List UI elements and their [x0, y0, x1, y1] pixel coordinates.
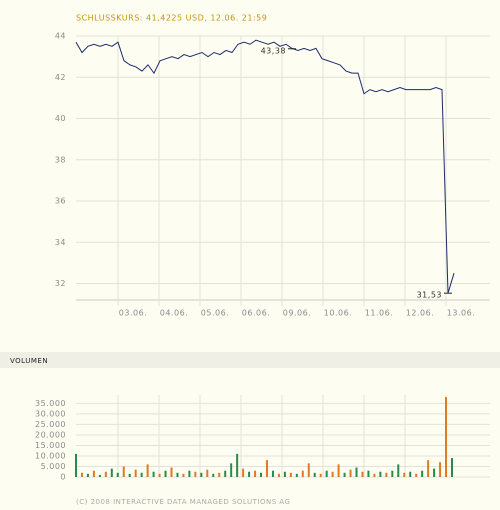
volume-bar — [236, 453, 239, 477]
volume-bar — [158, 473, 161, 477]
y-tick-label: 34 — [55, 238, 66, 247]
price-line — [75, 39, 455, 294]
y-tick-label: 15.000 — [35, 441, 66, 450]
volume-bar — [80, 472, 83, 477]
volume-bar — [265, 460, 268, 477]
volume-bar — [260, 472, 263, 477]
y-tick-label: 42 — [55, 73, 66, 82]
x-tick-label: 10.06. — [324, 309, 352, 318]
volume-bar — [355, 467, 358, 477]
volume-bar — [301, 470, 304, 477]
volume-bar — [439, 462, 442, 477]
volume-bar — [421, 470, 424, 477]
volume-bar — [92, 470, 95, 477]
volume-bar — [337, 464, 340, 477]
volume-bar — [170, 467, 173, 477]
volume-bar — [361, 471, 364, 477]
volume-bar — [86, 473, 89, 477]
volume-title: VOLUMEN — [10, 357, 48, 365]
volume-bar — [218, 472, 221, 477]
volume-bar — [307, 463, 310, 477]
volume-bar — [325, 470, 328, 477]
y-tick-label: 35.000 — [35, 399, 66, 408]
volume-bar — [391, 470, 394, 477]
volume-bar — [122, 466, 125, 477]
volume-bar — [98, 474, 101, 477]
volume-bar — [373, 473, 376, 477]
volume-bar — [194, 471, 197, 477]
volume-bar — [230, 463, 233, 477]
x-tick-label: 06.06. — [242, 309, 270, 318]
volume-bar — [164, 470, 167, 477]
chart-title: SCHLUSSKURS: 41,4225 USD, 12.06. 21:59 — [76, 14, 267, 23]
volume-bar — [182, 473, 185, 477]
volume-bar — [152, 471, 155, 477]
annotation-label: 31,53 — [417, 291, 442, 300]
volume-bar — [128, 473, 131, 477]
y-tick-label: 25.000 — [35, 420, 66, 429]
x-tick-label: 13.06. — [447, 309, 475, 318]
volume-bar — [146, 464, 149, 477]
volume-bar — [379, 471, 382, 477]
volume-bar — [224, 470, 227, 477]
volume-bar — [134, 469, 137, 477]
volume-bar — [397, 464, 400, 477]
volume-bar — [319, 473, 322, 477]
volume-bar — [343, 472, 346, 477]
volume-bar — [427, 460, 430, 477]
volume-bar — [206, 469, 209, 477]
volume-bar — [248, 471, 251, 477]
y-tick-label: 10.000 — [35, 451, 66, 460]
y-tick-label: 38 — [55, 155, 66, 164]
volume-bar — [212, 473, 215, 477]
volume-bar — [349, 469, 352, 477]
y-tick-label: 20.000 — [35, 430, 66, 439]
y-tick-label: 30.000 — [35, 409, 66, 418]
x-tick-label: 11.06. — [365, 309, 393, 318]
volume-bar — [200, 472, 203, 477]
y-tick-label: 44 — [55, 32, 66, 41]
annotation-label: 43,38 — [261, 46, 286, 55]
volume-bar — [445, 397, 448, 477]
volume-bar — [289, 472, 292, 477]
volume-bar — [271, 470, 274, 477]
x-tick-label: 05.06. — [201, 309, 229, 318]
volume-bar — [116, 472, 119, 477]
volume-bar — [75, 453, 77, 477]
volume-bar — [331, 471, 334, 477]
volume-bar — [433, 468, 436, 477]
y-tick-label: 0 — [60, 473, 66, 482]
volume-bar — [313, 472, 316, 477]
volume-bar — [385, 472, 388, 477]
volume-bar — [367, 470, 370, 477]
y-tick-label: 36 — [55, 197, 66, 206]
volume-header-band — [0, 352, 500, 368]
volume-bar — [242, 468, 245, 477]
volume-bar — [140, 472, 143, 477]
volume-bar — [283, 471, 286, 477]
volume-bar — [188, 470, 191, 477]
x-tick-label: 03.06. — [119, 309, 147, 318]
x-tick-label: 09.06. — [283, 309, 311, 318]
volume-bar — [254, 470, 257, 477]
volume-bar — [451, 458, 453, 477]
volume-bar — [176, 472, 179, 477]
volume-bar — [277, 473, 280, 477]
volume-bar — [295, 473, 298, 477]
y-tick-label: 32 — [55, 279, 66, 288]
y-tick-label: 40 — [55, 114, 66, 123]
volume-bar — [104, 471, 107, 477]
volume-bar — [415, 473, 418, 477]
x-tick-label: 04.06. — [160, 309, 188, 318]
volume-bar — [409, 471, 412, 477]
y-tick-label: 5.000 — [41, 462, 66, 471]
footer: (C) 2008 INTERACTIVE DATA MANAGED SOLUTI… — [76, 498, 290, 506]
volume-bar — [403, 472, 406, 477]
x-tick-label: 12.06. — [406, 309, 434, 318]
volume-bar — [110, 468, 113, 477]
